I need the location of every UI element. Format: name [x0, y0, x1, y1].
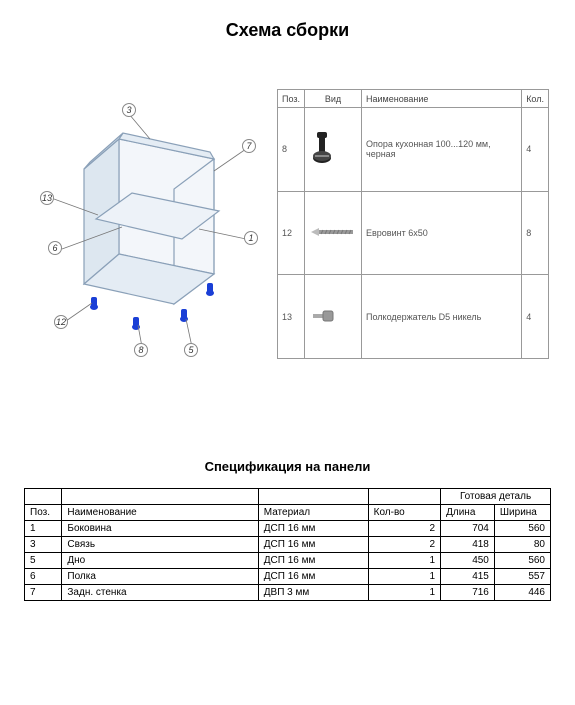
spec-qty: 1 — [368, 585, 440, 601]
callout-12: 12 — [54, 315, 68, 329]
parts-row: 13 Полкодержатель D5 никель 4 — [278, 275, 549, 359]
parts-pos: 13 — [278, 275, 305, 359]
parts-name: Полкодержатель D5 никель — [362, 275, 522, 359]
callout-1: 1 — [244, 231, 258, 245]
callout-6: 6 — [48, 241, 62, 255]
assembly-diagram: 3 7 13 1 6 12 8 5 — [24, 89, 269, 359]
callout-5: 5 — [184, 343, 198, 357]
parts-view — [305, 275, 362, 359]
spec-wid: 80 — [494, 537, 550, 553]
parts-h-qty: Кол. — [522, 90, 549, 108]
spec-name: Связь — [62, 537, 258, 553]
spec-wid: 560 — [494, 521, 550, 537]
spec-qty: 1 — [368, 569, 440, 585]
spec-name: Полка — [62, 569, 258, 585]
spec-header-row-1: Готовая деталь — [25, 489, 551, 505]
page-title: Схема сборки — [24, 20, 551, 41]
parts-row: 8 Опора кухонная 100...120 мм, черная 4 — [278, 108, 549, 192]
callout-3: 3 — [122, 103, 136, 117]
spec-h-qty: Кол-во — [368, 505, 440, 521]
spec-len: 704 — [441, 521, 495, 537]
parts-name: Опора кухонная 100...120 мм, черная — [362, 108, 522, 192]
spec-h-wid: Ширина — [494, 505, 550, 521]
spec-pos: 5 — [25, 553, 62, 569]
callout-13: 13 — [40, 191, 54, 205]
spec-len: 418 — [441, 537, 495, 553]
spec-name: Дно — [62, 553, 258, 569]
spec-row: 1 Боковина ДСП 16 мм 2 704 560 — [25, 521, 551, 537]
parts-header-row: Поз. Вид Наименование Кол. — [278, 90, 549, 108]
spec-row: 7 Задн. стенка ДВП 3 мм 1 716 446 — [25, 585, 551, 601]
spec-name: Боковина — [62, 521, 258, 537]
parts-view — [305, 191, 362, 275]
foot-icon — [309, 128, 335, 168]
spec-row: 6 Полка ДСП 16 мм 1 415 557 — [25, 569, 551, 585]
spec-h-pos: Поз. — [25, 505, 62, 521]
spec-mat: ДСП 16 мм — [258, 553, 368, 569]
spec-qty: 2 — [368, 521, 440, 537]
pin-icon — [309, 308, 339, 324]
spec-pos: 7 — [25, 585, 62, 601]
parts-row: 12 Евровинт 6x50 8 — [278, 191, 549, 275]
parts-h-pos: Поз. — [278, 90, 305, 108]
spec-pos: 6 — [25, 569, 62, 585]
spec-row: 5 Дно ДСП 16 мм 1 450 560 — [25, 553, 551, 569]
parts-name: Евровинт 6x50 — [362, 191, 522, 275]
spec-mat: ДВП 3 мм — [258, 585, 368, 601]
parts-view — [305, 108, 362, 192]
spec-len: 716 — [441, 585, 495, 601]
spec-group-header: Готовая деталь — [441, 489, 551, 505]
spec-h-name: Наименование — [62, 505, 258, 521]
spec-wid: 560 — [494, 553, 550, 569]
spec-pos: 3 — [25, 537, 62, 553]
top-section: 3 7 13 1 6 12 8 5 Поз. Вид Наименование … — [24, 89, 551, 359]
spec-qty: 1 — [368, 553, 440, 569]
parts-pos: 8 — [278, 108, 305, 192]
spec-title: Спецификация на панели — [24, 459, 551, 474]
parts-pos: 12 — [278, 191, 305, 275]
parts-qty: 4 — [522, 108, 549, 192]
spec-row: 3 Связь ДСП 16 мм 2 418 80 — [25, 537, 551, 553]
parts-h-name: Наименование — [362, 90, 522, 108]
spec-pos: 1 — [25, 521, 62, 537]
parts-qty: 8 — [522, 191, 549, 275]
spec-len: 415 — [441, 569, 495, 585]
spec-wid: 446 — [494, 585, 550, 601]
parts-qty: 4 — [522, 275, 549, 359]
spec-wid: 557 — [494, 569, 550, 585]
spec-len: 450 — [441, 553, 495, 569]
screw-icon — [309, 225, 357, 239]
spec-mat: ДСП 16 мм — [258, 569, 368, 585]
spec-h-mat: Материал — [258, 505, 368, 521]
spec-header-row-2: Поз. Наименование Материал Кол-во Длина … — [25, 505, 551, 521]
parts-h-view: Вид — [305, 90, 362, 108]
spec-h-len: Длина — [441, 505, 495, 521]
spec-table: Готовая деталь Поз. Наименование Материа… — [24, 488, 551, 601]
callout-7: 7 — [242, 139, 256, 153]
spec-mat: ДСП 16 мм — [258, 521, 368, 537]
parts-table: Поз. Вид Наименование Кол. 8 Оп — [277, 89, 549, 359]
spec-qty: 2 — [368, 537, 440, 553]
spec-name: Задн. стенка — [62, 585, 258, 601]
callout-8: 8 — [134, 343, 148, 357]
spec-mat: ДСП 16 мм — [258, 537, 368, 553]
